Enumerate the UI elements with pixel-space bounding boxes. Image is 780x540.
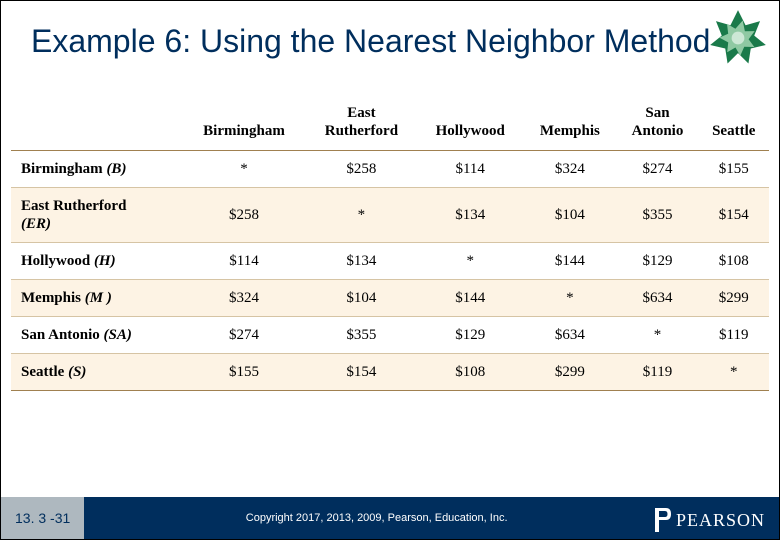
table-cell: * <box>306 188 418 243</box>
table-cell: $634 <box>617 280 699 317</box>
table-cell: $355 <box>617 188 699 243</box>
table-row: Seattle (S)$155$154$108$299$119* <box>11 354 769 391</box>
table-cell: * <box>617 317 699 354</box>
footer-bar: 13. 3 -31 Copyright 2017, 2013, 2009, Pe… <box>1 497 779 539</box>
table-row: Memphis (M )$324$104$144*$634$299 <box>11 280 769 317</box>
table-cell: $274 <box>182 317 305 354</box>
distance-table-region: BirminghamEastRutherfordHollywoodMemphis… <box>1 71 779 391</box>
table-cell: $154 <box>306 354 418 391</box>
row-header: East Rutherford(ER) <box>11 188 182 243</box>
table-cell: $144 <box>417 280 523 317</box>
table-cell: $108 <box>698 243 769 280</box>
col-header: Birmingham <box>182 96 305 151</box>
table-cell: $324 <box>182 280 305 317</box>
table-cell: $274 <box>617 151 699 188</box>
col-header: Hollywood <box>417 96 523 151</box>
table-cell: $104 <box>306 280 418 317</box>
table-cell: $355 <box>306 317 418 354</box>
col-header: EastRutherford <box>306 96 418 151</box>
table-cell: $104 <box>523 188 616 243</box>
table-cell: $299 <box>698 280 769 317</box>
table-cell: $119 <box>617 354 699 391</box>
col-header: SanAntonio <box>617 96 699 151</box>
table-cell: $258 <box>182 188 305 243</box>
pearson-logo: PEARSON <box>652 507 765 533</box>
page-title: Example 6: Using the Nearest Neighbor Me… <box>1 1 779 71</box>
table-cell: $134 <box>306 243 418 280</box>
table-cell: $144 <box>523 243 616 280</box>
table-cell: $129 <box>417 317 523 354</box>
row-header: Memphis (M ) <box>11 280 182 317</box>
table-cell: $299 <box>523 354 616 391</box>
table-cell: $119 <box>698 317 769 354</box>
table-cell: $258 <box>306 151 418 188</box>
col-header: Memphis <box>523 96 616 151</box>
table-cell: $324 <box>523 151 616 188</box>
table-row: Hollywood (H)$114$134*$144$129$108 <box>11 243 769 280</box>
col-header-blank <box>11 96 182 151</box>
page-number: 13. 3 -31 <box>1 497 84 539</box>
col-header: Seattle <box>698 96 769 151</box>
table-cell: $114 <box>417 151 523 188</box>
table-cell: $129 <box>617 243 699 280</box>
star-badge-icon <box>709 9 767 67</box>
pearson-logo-text: PEARSON <box>676 510 765 531</box>
row-header: Hollywood (H) <box>11 243 182 280</box>
table-cell: * <box>523 280 616 317</box>
table-cell: $134 <box>417 188 523 243</box>
table-cell: $155 <box>182 354 305 391</box>
distance-table: BirminghamEastRutherfordHollywoodMemphis… <box>11 96 769 391</box>
table-cell: * <box>417 243 523 280</box>
row-header: San Antonio (SA) <box>11 317 182 354</box>
table-cell: $154 <box>698 188 769 243</box>
table-cell: $634 <box>523 317 616 354</box>
row-header: Seattle (S) <box>11 354 182 391</box>
table-row: East Rutherford(ER)$258*$134$104$355$154 <box>11 188 769 243</box>
table-cell: $108 <box>417 354 523 391</box>
table-cell: * <box>182 151 305 188</box>
table-row: Birmingham (B)*$258$114$324$274$155 <box>11 151 769 188</box>
table-row: San Antonio (SA)$274$355$129$634*$119 <box>11 317 769 354</box>
row-header: Birmingham (B) <box>11 151 182 188</box>
table-cell: * <box>698 354 769 391</box>
table-cell: $114 <box>182 243 305 280</box>
table-cell: $155 <box>698 151 769 188</box>
